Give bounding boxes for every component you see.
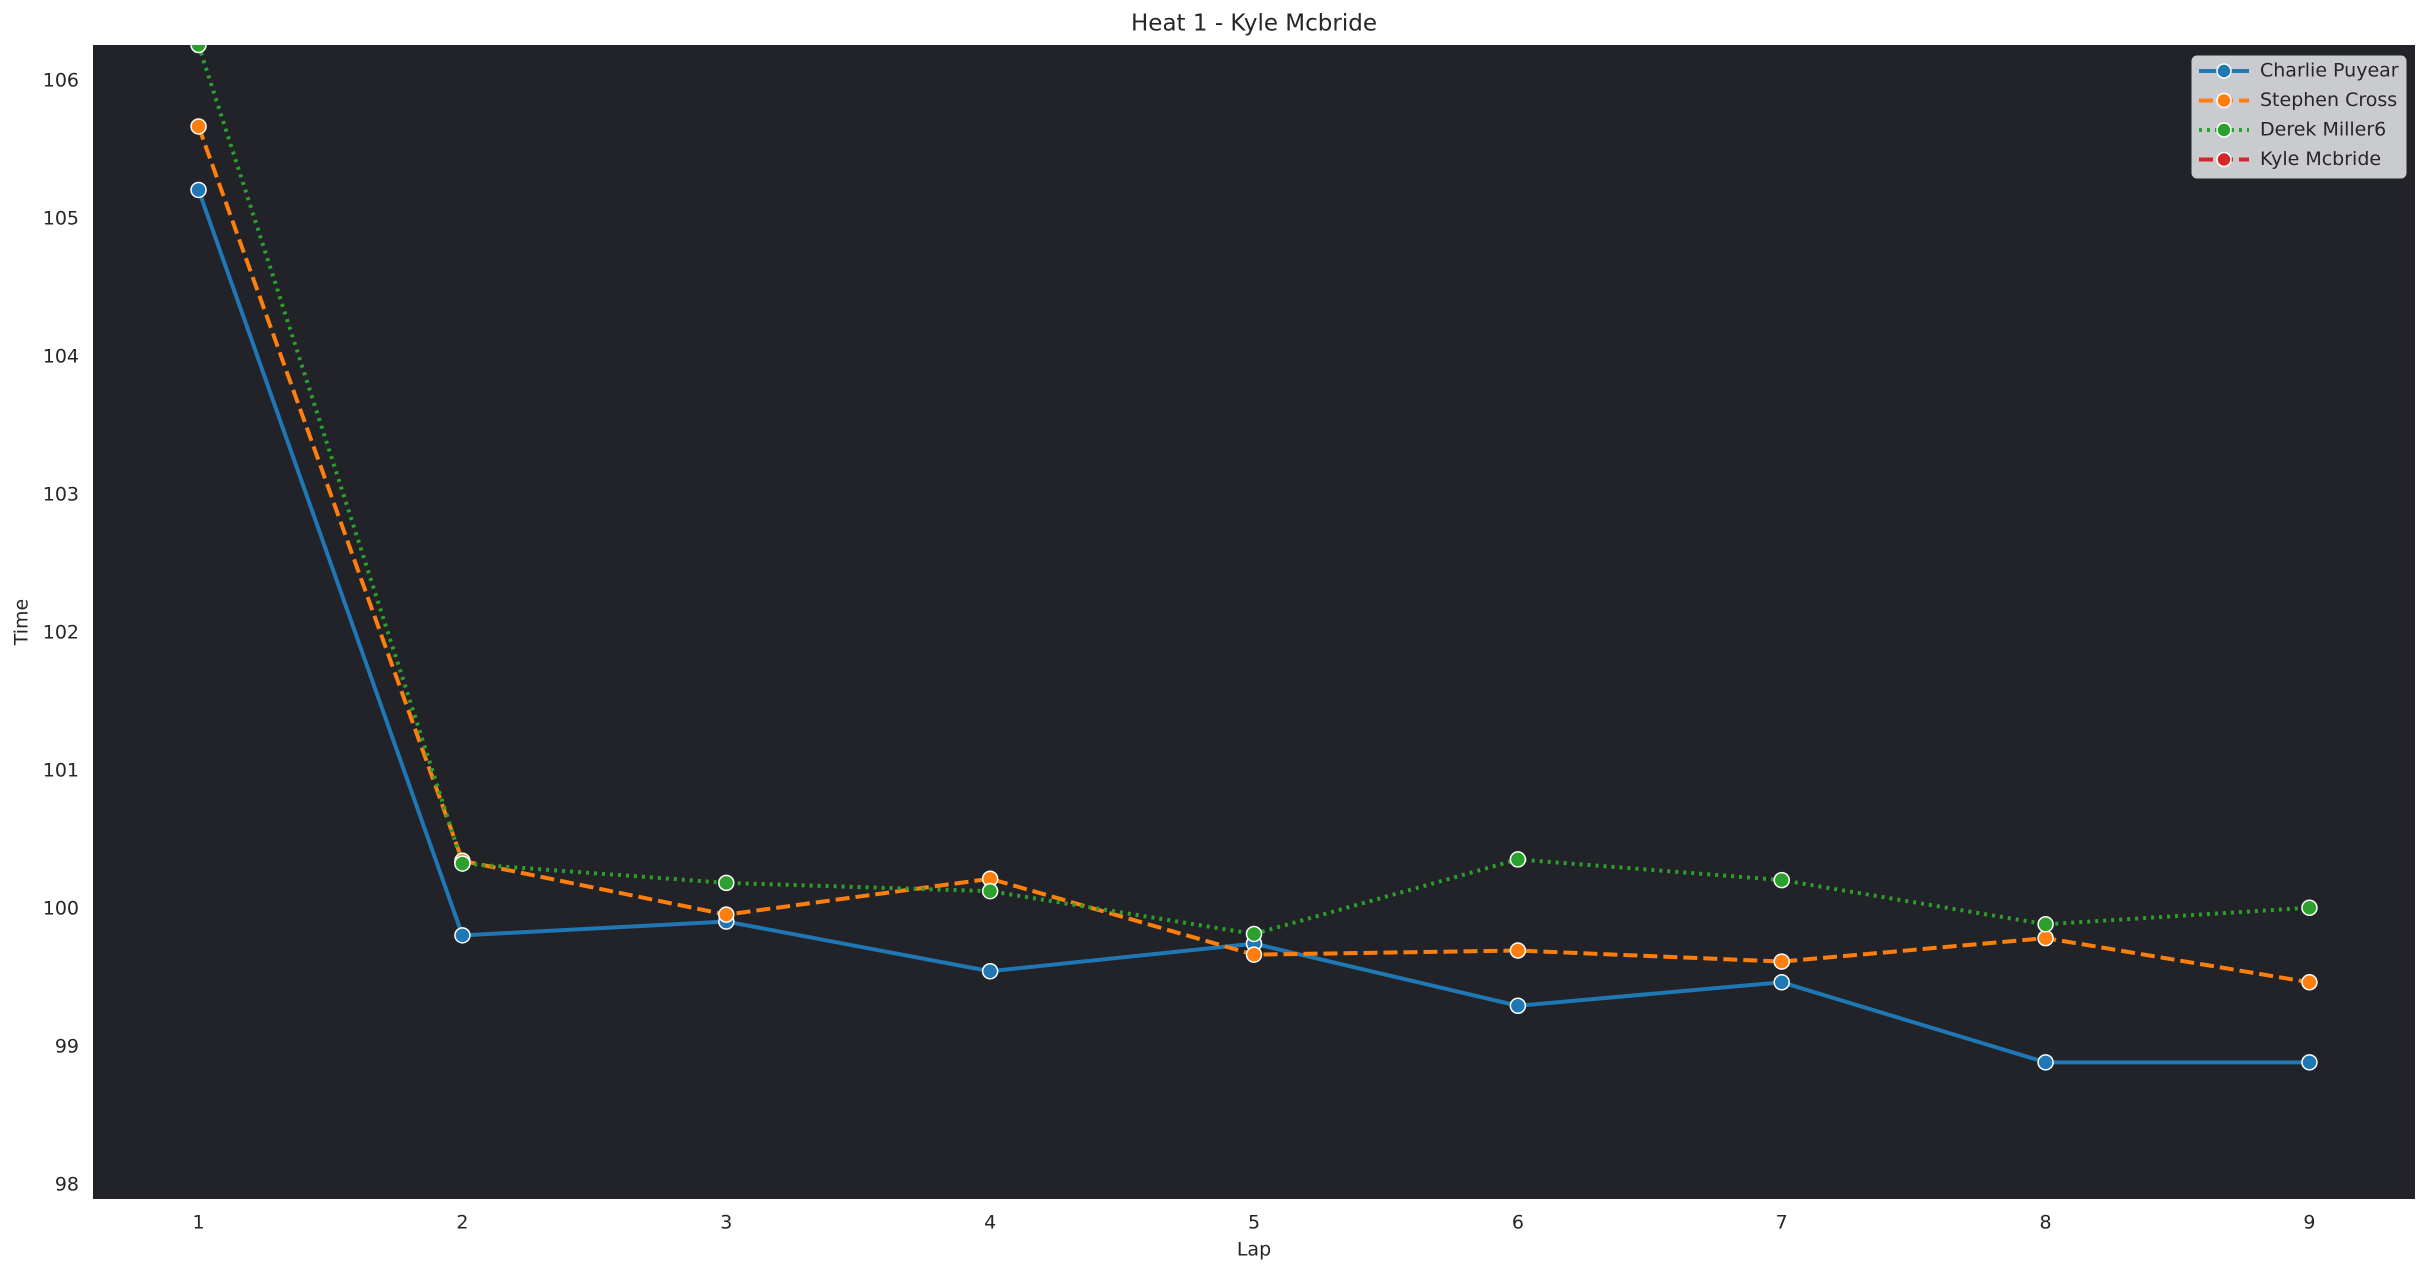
data-point [1245, 946, 1263, 963]
data-point [1773, 953, 1790, 970]
x-tick-label: 6 [1512, 1212, 1524, 1234]
legend-label: Charlie Puyear [2260, 60, 2399, 82]
x-tick-label: 2 [456, 1212, 468, 1234]
x-tick-label: 8 [2040, 1212, 2052, 1234]
chart-title: Heat 1 - Kyle Mcbride [1131, 11, 1377, 37]
y-tick-label: 102 [43, 622, 79, 644]
data-point [190, 181, 207, 199]
data-point [1245, 925, 1263, 943]
data-point [1773, 871, 1790, 889]
data-point [190, 45, 207, 54]
legend-marker [2216, 92, 2232, 109]
y-tick-label: 101 [43, 760, 79, 782]
data-point [1509, 942, 1527, 959]
y-tick-label: 98 [55, 1174, 79, 1196]
y-tick-label: 100 [43, 898, 79, 920]
data-point [1509, 851, 1527, 868]
y-axis-label: Time [11, 599, 33, 647]
y-tick-label: 106 [43, 69, 79, 91]
data-point [2301, 1054, 2318, 1071]
x-tick-label: 1 [192, 1212, 204, 1234]
data-point [2037, 929, 2054, 947]
x-tick-label: 5 [1248, 1212, 1260, 1234]
data-point [2037, 1054, 2054, 1071]
y-tick-label: 103 [43, 484, 79, 506]
data-point [981, 882, 999, 900]
legend-marker [2216, 63, 2232, 79]
legend-label: Derek Miller6 [2260, 119, 2386, 141]
y-tick-label: 99 [55, 1036, 79, 1058]
x-axis-label: Lap [1237, 1239, 1271, 1261]
x-tick-label: 3 [720, 1212, 732, 1234]
legend-marker [2216, 151, 2232, 168]
data-point [718, 874, 735, 892]
data-point [454, 855, 471, 872]
data-point [1773, 974, 1790, 991]
data-point [1509, 997, 1527, 1014]
data-point [2037, 916, 2054, 933]
data-point [190, 118, 207, 135]
legend-label: Stephen Cross [2260, 89, 2397, 111]
plot-background [93, 45, 2415, 1199]
data-point [2301, 974, 2318, 991]
x-tick-label: 4 [984, 1212, 996, 1234]
x-tick-label: 9 [2303, 1212, 2315, 1234]
plot-area [190, 45, 2318, 1071]
data-point [718, 906, 735, 923]
data-point [981, 962, 999, 980]
x-tick-label: 7 [1776, 1212, 1788, 1234]
data-point [454, 927, 471, 944]
data-point [2301, 899, 2318, 916]
y-tick-label: 104 [43, 345, 79, 367]
legend-marker [2216, 122, 2232, 138]
legend-label: Kyle Mcbride [2260, 148, 2381, 170]
legend-box [2191, 55, 2407, 179]
y-tick-label: 105 [43, 207, 79, 229]
